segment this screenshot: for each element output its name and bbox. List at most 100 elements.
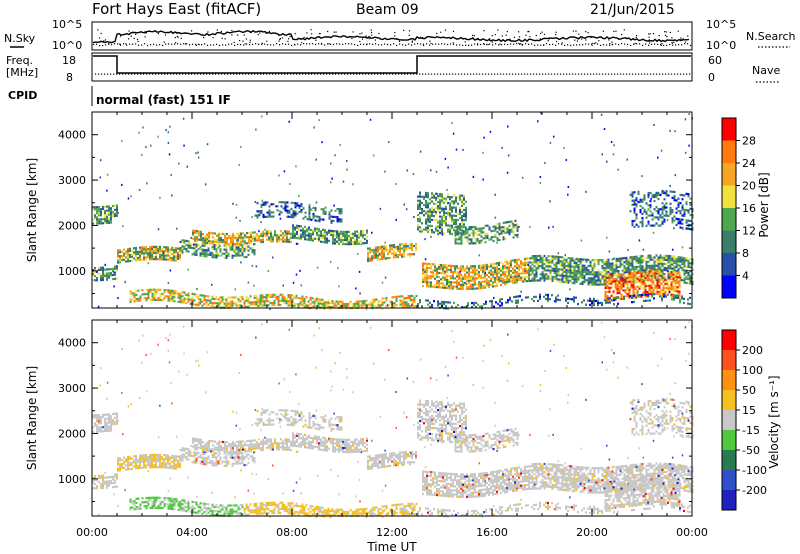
power-cell <box>677 203 680 206</box>
power-cell <box>610 280 613 283</box>
power-cell <box>670 273 673 276</box>
power-cell <box>302 217 305 220</box>
power-cell <box>660 290 663 293</box>
nave-dot <box>407 73 409 75</box>
power-cell <box>112 204 114 208</box>
power-cell <box>585 258 588 261</box>
nave-dot <box>650 73 652 75</box>
power-cell <box>537 258 540 262</box>
power-cell <box>267 293 270 297</box>
power-cell <box>514 277 516 280</box>
nave-dot <box>497 73 499 75</box>
power-cell <box>559 268 562 271</box>
power-cell <box>344 236 346 240</box>
power-cell <box>110 207 112 210</box>
power-cell <box>517 295 519 298</box>
power-cell <box>292 212 295 215</box>
power-cell <box>443 219 445 223</box>
nsearch-dot <box>587 32 589 34</box>
power-cell <box>482 178 484 181</box>
power-cell <box>606 282 609 285</box>
power-cell <box>343 304 346 308</box>
power-cell <box>449 232 451 235</box>
power-cell <box>625 256 628 259</box>
power-cell <box>417 205 419 208</box>
nsearch-dot <box>513 36 516 38</box>
power-cell <box>608 286 611 289</box>
power-cell <box>531 279 534 282</box>
power-cell <box>687 261 690 264</box>
power-cell <box>451 220 453 223</box>
power-cell <box>687 211 690 214</box>
power-cell <box>597 273 600 276</box>
nave-dot <box>593 73 595 75</box>
power-cell <box>637 225 640 228</box>
power-cell <box>606 278 609 281</box>
power-cell <box>344 230 346 233</box>
power-cell <box>662 274 665 277</box>
power-cell <box>644 276 647 280</box>
power-cell <box>96 206 98 209</box>
power-cell <box>573 261 576 264</box>
power-cell <box>667 293 669 296</box>
power-cell <box>289 300 292 303</box>
power-cell <box>155 292 158 295</box>
power-cell <box>244 234 246 237</box>
power-cell <box>660 272 663 275</box>
power-cell <box>405 305 408 308</box>
power-cell <box>268 209 271 212</box>
power-cell <box>439 229 441 232</box>
nave-dot <box>230 73 232 75</box>
power-cell <box>437 304 439 307</box>
power-cell <box>369 251 371 254</box>
power-cell <box>446 268 448 271</box>
nsearch-dot <box>183 43 185 45</box>
power-cell <box>539 260 542 264</box>
power-cell <box>260 221 262 224</box>
power-cell <box>439 203 441 206</box>
power-cell <box>421 207 423 211</box>
power-cell <box>379 258 381 261</box>
power-cell <box>110 213 112 216</box>
power-cell <box>159 247 161 251</box>
nave-dot <box>380 73 382 75</box>
power-cell <box>306 238 308 241</box>
power-cell <box>553 277 556 281</box>
nave-dot <box>542 73 544 75</box>
power-cell <box>325 301 328 304</box>
power-cell <box>599 301 601 305</box>
power-cell <box>494 272 496 275</box>
power-cell <box>533 295 535 299</box>
power-cell <box>500 279 502 283</box>
nsearch-dot <box>543 33 546 36</box>
power-cell <box>176 227 178 230</box>
power-cell <box>419 230 421 233</box>
power-cell <box>270 203 273 206</box>
power-cell <box>494 229 497 232</box>
power-cell <box>456 230 459 233</box>
nave-dot <box>671 73 673 75</box>
nave-dot <box>197 73 199 75</box>
power-cell <box>620 297 623 300</box>
power-cell <box>638 287 641 290</box>
power-cell <box>391 244 393 247</box>
power-cell <box>337 300 340 303</box>
power-cell <box>168 153 171 156</box>
power-cell <box>647 220 650 223</box>
power-cell <box>595 283 598 286</box>
power-cell <box>520 278 522 281</box>
power-cell <box>407 247 409 250</box>
power-cell <box>496 266 498 269</box>
power-cell <box>623 257 626 260</box>
power-cell <box>192 233 194 236</box>
power-cell <box>429 220 431 223</box>
power-cell <box>373 254 375 258</box>
power-cell <box>358 232 360 235</box>
power-cell <box>272 234 274 237</box>
power-cell <box>618 291 621 295</box>
power-cell <box>651 256 654 259</box>
nsearch-dot <box>117 43 119 45</box>
power-cell <box>508 224 511 228</box>
power-cell <box>244 242 246 245</box>
power-cell <box>632 296 635 299</box>
